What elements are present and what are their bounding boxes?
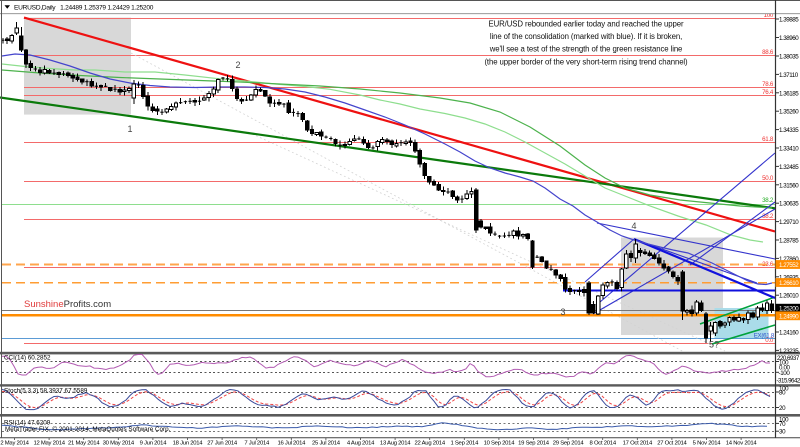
svg-text:0.0: 0.0 — [765, 337, 774, 344]
svg-text:1.24990: 1.24990 — [779, 313, 799, 320]
svg-text:27 Oct 2014: 27 Oct 2014 — [657, 441, 687, 447]
svg-text:1.35260: 1.35260 — [779, 109, 799, 116]
svg-text:19 Sep 2014: 19 Sep 2014 — [518, 441, 550, 447]
svg-text:(the upper border of the very: (the upper border of the very short-term… — [484, 57, 688, 66]
svg-text:1.38035: 1.38035 — [779, 54, 799, 61]
svg-text:1.32485: 1.32485 — [779, 164, 799, 171]
svg-text:100: 100 — [779, 386, 789, 393]
svg-text:1: 1 — [127, 124, 132, 134]
svg-text:RSI(14) 47.6209: RSI(14) 47.6209 — [4, 420, 51, 427]
svg-text:13 Aug 2014: 13 Aug 2014 — [380, 441, 411, 447]
svg-text:Stoch(5,3,3) 58.3937 67.5589: Stoch(5,3,3) 58.3937 67.5589 — [4, 388, 88, 395]
svg-text:-100: -100 — [779, 370, 791, 377]
svg-text:CCI(14) 60.2852: CCI(14) 60.2852 — [4, 355, 51, 362]
svg-text:1.34335: 1.34335 — [779, 127, 799, 134]
svg-text:30: 30 — [779, 429, 786, 436]
svg-text:1.28785: 1.28785 — [779, 238, 799, 245]
svg-text:61.8: 61.8 — [762, 136, 774, 143]
svg-text:38.2: 38.2 — [762, 197, 774, 204]
svg-text:10 Sep 2014: 10 Sep 2014 — [484, 441, 516, 447]
svg-text:1 Sep 2014: 1 Sep 2014 — [450, 441, 479, 447]
svg-text:4 Aug 2014: 4 Aug 2014 — [347, 441, 375, 447]
svg-text:MetaTrader FIX, © 2001-2014, M: MetaTrader FIX, © 2001-2014, MetaQuotes … — [5, 425, 171, 433]
svg-text:we'll see a test of the streng: we'll see a test of the strength of the … — [489, 45, 683, 54]
svg-text:21 May 2014: 21 May 2014 — [68, 441, 100, 447]
svg-text:100: 100 — [779, 416, 789, 423]
svg-text:16 Jul 2014: 16 Jul 2014 — [277, 441, 306, 447]
svg-text:1.29710: 1.29710 — [779, 219, 799, 226]
svg-text:23.6: 23.6 — [762, 261, 774, 268]
svg-text:-315.9642: -315.9642 — [777, 378, 800, 385]
svg-text:5 Nov 2014: 5 Nov 2014 — [693, 441, 722, 447]
svg-text:5?: 5? — [709, 340, 719, 350]
svg-text:1.38960: 1.38960 — [779, 35, 799, 42]
svg-text:14 Nov 2014: 14 Nov 2014 — [726, 441, 758, 447]
svg-text:SunshineProfits.com: SunshineProfits.com — [24, 299, 111, 310]
svg-text:100: 100 — [764, 12, 774, 19]
svg-text:EUR/USD rebounded earlier toda: EUR/USD rebounded earlier today and reac… — [489, 20, 684, 29]
svg-text:3: 3 — [560, 307, 565, 317]
svg-text:1.31560: 1.31560 — [779, 182, 799, 189]
svg-text:100: 100 — [779, 359, 789, 366]
svg-text:1.33410: 1.33410 — [779, 146, 799, 153]
svg-text:27 Jun 2014: 27 Jun 2014 — [207, 441, 238, 447]
svg-text:1.25200: 1.25200 — [779, 306, 799, 313]
svg-text:80: 80 — [779, 390, 786, 397]
svg-text:20: 20 — [779, 405, 786, 412]
svg-text:88.6: 88.6 — [762, 49, 774, 56]
svg-text:1.23235: 1.23235 — [779, 348, 799, 355]
svg-text:17 Oct 2014: 17 Oct 2014 — [623, 441, 653, 447]
svg-text:9 Jun 2014: 9 Jun 2014 — [140, 441, 168, 447]
svg-text:8 Oct 2014: 8 Oct 2014 — [590, 441, 617, 447]
svg-text:78.6: 78.6 — [762, 81, 774, 88]
svg-text:1.37110: 1.37110 — [779, 72, 799, 79]
svg-text:1.26610: 1.26610 — [779, 280, 799, 287]
svg-text:1.36185: 1.36185 — [779, 90, 799, 97]
svg-text:2: 2 — [235, 60, 240, 70]
svg-text:1.26010: 1.26010 — [779, 293, 799, 300]
svg-text:30 May 2014: 30 May 2014 — [103, 441, 135, 447]
svg-text:18 Jun 2014: 18 Jun 2014 — [173, 441, 204, 447]
svg-text:1.27552: 1.27552 — [779, 262, 799, 269]
svg-text:1.30635: 1.30635 — [779, 201, 799, 208]
svg-text:70: 70 — [779, 421, 786, 428]
svg-text:1.26935: 1.26935 — [779, 274, 799, 281]
svg-text:12 May 2014: 12 May 2014 — [33, 441, 65, 447]
svg-text:EX(61.8: EX(61.8 — [754, 333, 775, 340]
svg-text:1.24160: 1.24160 — [779, 330, 799, 337]
svg-text:38.2: 38.2 — [762, 213, 774, 220]
svg-text:25 Jul 2014: 25 Jul 2014 — [312, 441, 341, 447]
svg-text:76.4: 76.4 — [762, 89, 774, 96]
svg-text:22 Aug 2014: 22 Aug 2014 — [415, 441, 446, 447]
svg-text:220.6937: 220.6937 — [777, 355, 800, 362]
svg-text:4: 4 — [631, 221, 636, 231]
svg-text:line of the consolidation (mar: line of the consolidation (marked with b… — [490, 32, 682, 41]
svg-text:2 May 2014: 2 May 2014 — [0, 441, 29, 447]
svg-text:29 Sep 2014: 29 Sep 2014 — [553, 441, 585, 447]
svg-text:7 Jul 2014: 7 Jul 2014 — [244, 441, 270, 447]
svg-text:1.27860: 1.27860 — [779, 256, 799, 263]
svg-text:0.00: 0.00 — [779, 365, 791, 372]
svg-text:50.0: 50.0 — [762, 175, 774, 182]
svg-text:1.39885: 1.39885 — [779, 17, 799, 24]
svg-text:EURUSD,Daily 1.24489 1.25379: EURUSD,Daily 1.24489 1.25379 1.24429 1.2… — [14, 5, 154, 12]
